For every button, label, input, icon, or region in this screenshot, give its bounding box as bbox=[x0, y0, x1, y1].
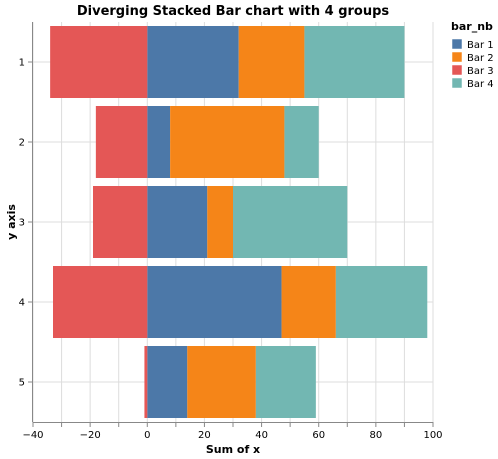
x-tick-label: 100 bbox=[423, 430, 442, 441]
bar-bar-4-row-2 bbox=[284, 106, 319, 178]
bar-bar-1-row-3 bbox=[147, 186, 208, 258]
legend-swatch bbox=[451, 64, 463, 76]
legend-title: bar_nb bbox=[451, 20, 493, 33]
bar-bar-2-row-4 bbox=[281, 266, 336, 338]
legend-label: Bar 1 bbox=[467, 40, 494, 51]
bar-bar-1-row-5 bbox=[147, 346, 188, 418]
bar-bar-2-row-3 bbox=[207, 186, 233, 258]
x-tick-label: 80 bbox=[369, 430, 382, 441]
x-tick-label: 60 bbox=[312, 430, 325, 441]
chart-title: Diverging Stacked Bar chart with 4 group… bbox=[77, 4, 390, 19]
bar-bar-3-row-3 bbox=[93, 186, 148, 258]
bar-bar-1-row-1 bbox=[147, 26, 239, 98]
y-tick-label: 1 bbox=[19, 58, 25, 69]
axes: −40 −20 0 20 40 60 80 100 1 2 3 4 5 bbox=[19, 22, 443, 441]
bar-bar-2-row-5 bbox=[187, 346, 256, 418]
x-tick-label: −40 bbox=[22, 430, 43, 441]
bar-bar-3-row-2 bbox=[95, 106, 148, 178]
bar-bar-1-row-4 bbox=[147, 266, 282, 338]
legend-swatch bbox=[451, 77, 463, 89]
y-tick-label: 5 bbox=[19, 378, 25, 389]
bars bbox=[50, 26, 428, 418]
x-tick-label: 20 bbox=[198, 430, 211, 441]
y-tick-label: 4 bbox=[19, 298, 25, 309]
x-tick-label: 0 bbox=[144, 430, 150, 441]
bar-bar-3-row-4 bbox=[53, 266, 148, 338]
x-tick-label: 40 bbox=[255, 430, 268, 441]
legend-label: Bar 4 bbox=[467, 79, 494, 90]
x-tick-label: −20 bbox=[80, 430, 101, 441]
x-axis-title: Sum of x bbox=[206, 443, 260, 456]
bar-bar-1-row-2 bbox=[147, 106, 171, 178]
legend-label: Bar 3 bbox=[467, 66, 494, 77]
bar-bar-4-row-3 bbox=[233, 186, 348, 258]
bar-bar-2-row-1 bbox=[238, 26, 305, 98]
legend: bar_nb Bar 1 Bar 2 Bar 3 Bar 4 bbox=[451, 20, 494, 90]
bar-bar-3-row-5 bbox=[144, 346, 148, 418]
bar-bar-3-row-1 bbox=[50, 26, 148, 98]
y-tick-label: 2 bbox=[19, 138, 25, 149]
y-tick-label: 3 bbox=[19, 218, 25, 229]
legend-swatch bbox=[451, 38, 463, 50]
legend-label: Bar 2 bbox=[467, 53, 494, 64]
bar-bar-4-row-5 bbox=[255, 346, 316, 418]
bar-bar-4-row-1 bbox=[304, 26, 405, 98]
bar-bar-4-row-4 bbox=[335, 266, 428, 338]
bar-bar-2-row-2 bbox=[170, 106, 285, 178]
y-axis-title: y axis bbox=[5, 204, 18, 240]
legend-swatch bbox=[451, 51, 463, 63]
